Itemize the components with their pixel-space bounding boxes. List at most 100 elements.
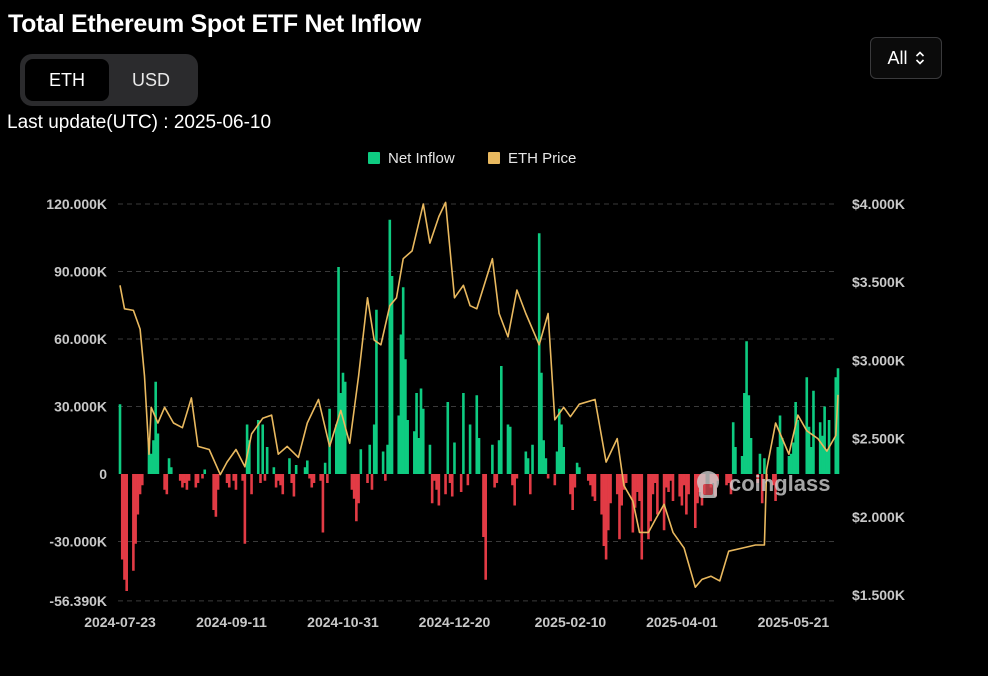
page-title: Total Ethereum Spot ETF Net Inflow	[8, 10, 421, 38]
net-inflow-bar	[149, 453, 153, 474]
net-inflow-bar	[355, 474, 358, 522]
net-inflow-bar	[435, 474, 438, 490]
net-inflow-bar	[372, 424, 376, 474]
net-inflow-bar	[225, 474, 229, 483]
unit-toggle: ETH USD	[20, 54, 198, 106]
net-inflow-bar	[292, 474, 296, 497]
net-inflow-bar	[136, 474, 140, 515]
watermark-text: coinglass	[729, 471, 830, 496]
net-inflow-bar	[468, 424, 472, 474]
x-tick-label: 2024-10-31	[307, 614, 379, 630]
net-inflow-bar	[390, 276, 394, 474]
y-right-tick-label: $4.000K	[852, 196, 905, 212]
net-inflow-bar	[569, 474, 572, 495]
chart-legend: Net Inflow ETH Price	[368, 150, 576, 167]
coinglass-logo-icon	[697, 471, 719, 498]
net-inflow-bar	[740, 456, 744, 474]
net-inflow-bar	[685, 474, 688, 515]
net-inflow-bar	[506, 424, 510, 474]
net-inflow-bar	[303, 467, 307, 474]
net-inflow-bar	[419, 388, 423, 474]
y-right-tick-label: $3.000K	[852, 352, 905, 368]
net-inflow-bar	[334, 424, 338, 474]
net-inflow-bar	[734, 447, 737, 474]
net-inflow-bar	[729, 474, 733, 495]
net-inflow-bar	[647, 474, 650, 540]
net-inflow-bar	[388, 219, 392, 474]
net-inflow-bar	[462, 393, 465, 474]
toggle-usd-button[interactable]: USD	[131, 69, 170, 90]
net-inflow-bar	[600, 474, 603, 515]
net-inflow-bar	[624, 474, 628, 483]
net-inflow-bar	[640, 474, 644, 560]
last-update-text: Last update(UTC) : 2025-06-10	[7, 112, 272, 133]
net-inflow-bar	[528, 474, 532, 495]
net-inflow-bar	[495, 474, 499, 483]
y-left-tick-label: -56.390K	[49, 593, 107, 609]
range-select[interactable]: All	[870, 37, 942, 79]
toggle-eth-button[interactable]: ETH	[25, 59, 109, 101]
net-inflow-bar	[693, 474, 697, 528]
net-inflow-bar	[321, 474, 325, 533]
net-inflow-bar	[524, 451, 528, 474]
net-inflow-bar	[678, 474, 681, 497]
net-inflow-bar	[281, 474, 285, 495]
net-inflow-bar	[656, 474, 659, 515]
net-inflow-bar	[571, 474, 574, 510]
net-inflow-bar	[836, 368, 840, 474]
net-inflow-bar	[167, 458, 171, 474]
y-right-tick-label: $3.500K	[852, 274, 905, 290]
net-inflow-bar	[120, 474, 124, 560]
eth-price-polyline	[119, 201, 839, 589]
net-inflow-bars	[118, 219, 840, 591]
net-inflow-bar	[667, 474, 670, 492]
net-inflow-bar	[444, 474, 447, 495]
net-inflow-bar	[250, 474, 253, 495]
net-inflow-bar	[453, 442, 456, 474]
net-inflow-bar	[430, 474, 434, 504]
net-inflow-bar	[123, 474, 126, 580]
net-inflow-bar	[555, 451, 559, 474]
net-inflow-bar	[578, 467, 581, 474]
net-inflow-bar	[823, 406, 826, 474]
net-inflow-bar	[638, 474, 641, 501]
net-inflow-bar	[399, 334, 403, 474]
net-inflow-bar	[279, 474, 282, 486]
net-inflow-bar	[227, 474, 231, 488]
net-inflow-bar	[256, 420, 260, 474]
net-inflow-bar	[196, 474, 200, 483]
eth-price-line	[119, 201, 839, 589]
net-inflow-bar	[265, 447, 269, 474]
net-inflow-bar	[165, 474, 169, 495]
net-inflow-bar	[805, 377, 809, 474]
net-inflow-bar	[243, 474, 247, 544]
y-right-tick-label: $2.500K	[852, 431, 905, 447]
net-inflow-bar	[591, 474, 595, 497]
net-inflow-bar	[756, 474, 760, 483]
y-left-tick-label: 90.000K	[54, 264, 107, 280]
net-inflow-bar	[749, 438, 753, 474]
net-inflow-bar	[778, 415, 782, 474]
net-inflow-bar	[375, 309, 378, 474]
net-inflow-bar	[437, 474, 441, 506]
net-inflow-bar	[248, 440, 251, 474]
legend-label-0: Net Inflow	[388, 150, 455, 167]
net-inflow-bar	[245, 424, 249, 474]
x-tick-label: 2025-04-01	[646, 614, 718, 630]
net-inflow-bar	[118, 404, 122, 474]
net-inflow-bar	[687, 474, 690, 495]
net-inflow-bar	[326, 474, 329, 483]
net-inflow-bar	[662, 474, 666, 531]
net-inflow-bar	[350, 474, 354, 490]
net-inflow-bar	[796, 420, 800, 474]
net-inflow-bar	[669, 474, 673, 481]
net-inflow-bar	[589, 474, 592, 486]
net-inflow-bar	[747, 395, 751, 474]
net-inflow-bar	[185, 474, 189, 490]
y-right-tick-label: $2.000K	[852, 509, 905, 525]
net-inflow-bar	[404, 359, 407, 474]
net-inflow-bar	[482, 474, 485, 537]
net-inflow-bar	[259, 474, 262, 483]
net-inflow-bar	[203, 469, 207, 474]
net-inflow-bar	[156, 433, 160, 474]
